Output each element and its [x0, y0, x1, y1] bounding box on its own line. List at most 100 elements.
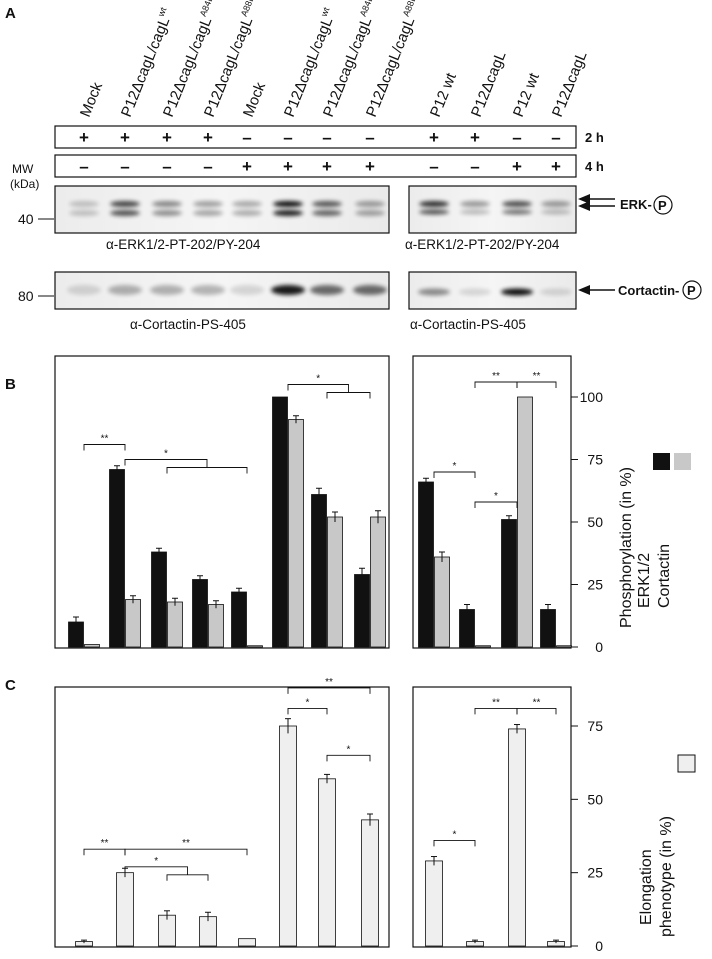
erk-arrow-label: ERK- — [620, 197, 652, 212]
bar — [116, 872, 134, 947]
significance-bracket — [516, 707, 557, 715]
condition-mark-2h: + — [162, 128, 172, 147]
erk-band-lower — [193, 210, 223, 216]
erk-antibody-right: α-ERK1/2-PT-202/PY-204 — [405, 237, 560, 252]
erk-band-lower — [460, 209, 490, 215]
condition-mark-4h: – — [470, 157, 479, 176]
significance-star: * — [306, 697, 310, 708]
significance-bracket — [474, 707, 518, 715]
bar — [167, 601, 183, 648]
y-tick-label: 75 — [587, 452, 603, 468]
cortactin-band — [353, 285, 387, 295]
significance-star: ** — [101, 838, 109, 849]
panel-c-left-frame — [54, 686, 390, 948]
panel-b-legend-cortactin: Cortactin — [656, 544, 673, 608]
bar — [556, 645, 572, 648]
lane-label: P12 wt — [427, 70, 460, 120]
panel-c-legend: Elongation phenotype (in %) — [638, 754, 696, 937]
y-tick-label: 25 — [587, 577, 603, 593]
lane-label-group: P12 wt — [510, 70, 543, 120]
erk-band-lower — [152, 210, 182, 216]
lane-label-group: P12ΔcagL — [549, 49, 591, 120]
condition-mark-4h: – — [162, 157, 171, 176]
panel-b-y-axis: 0 25 50 75 100 — [571, 389, 603, 655]
y-tick-label: 100 — [580, 389, 604, 405]
condition-mark-4h: – — [120, 157, 129, 176]
y-tick-label: 50 — [587, 514, 603, 530]
condition-mark-2h: + — [429, 128, 439, 147]
cortactin-band — [108, 285, 142, 295]
mw-cortactin: 80 — [18, 288, 34, 304]
cortactin-band — [310, 285, 344, 295]
bar — [327, 516, 343, 648]
cortactin-band — [501, 288, 533, 296]
y-tick-label: 50 — [587, 791, 603, 807]
significance-bracket — [166, 467, 248, 474]
significance-star: ** — [101, 434, 109, 445]
erk-blot-left — [54, 185, 390, 234]
bar — [151, 551, 167, 648]
cortactin-band — [67, 285, 101, 295]
significance-bracket — [433, 471, 476, 478]
erk-band-upper — [355, 201, 385, 207]
significance-star: * — [154, 856, 158, 867]
erk-band-lower — [419, 209, 449, 215]
y-tick-label: 0 — [595, 938, 603, 954]
bar — [279, 725, 297, 947]
bar — [208, 604, 224, 648]
significance-bracket — [124, 848, 248, 856]
lane-label: Mock — [240, 79, 269, 119]
lane-label-superscript: A84E/E87A — [358, 0, 385, 18]
panel-b-left-frame — [54, 355, 390, 649]
condition-mark-4h: + — [365, 157, 375, 176]
significance-star: ** — [533, 697, 541, 708]
mw-erk: 40 — [18, 211, 34, 227]
bar — [540, 609, 556, 648]
condition-mark-4h: + — [512, 157, 522, 176]
significance-bracket — [166, 874, 209, 881]
bar — [361, 819, 379, 947]
condition-mark-2h: – — [242, 128, 251, 147]
legend-swatch-elongation — [677, 754, 696, 773]
cortactin-bands — [67, 285, 572, 296]
cortactin-band — [540, 288, 572, 296]
condition-mark-4h: + — [283, 157, 293, 176]
significance-bracket — [287, 384, 349, 393]
condition-mark-2h: + — [120, 128, 130, 147]
erk-band-upper — [419, 201, 449, 207]
significance-star: ** — [325, 677, 333, 688]
significance-bracket — [124, 866, 188, 875]
erk-band-lower — [502, 209, 532, 215]
mw-title: MW — [12, 162, 34, 176]
significance-bracket — [474, 501, 518, 508]
bar — [517, 396, 533, 648]
erk-p-symbol: P — [658, 198, 667, 213]
lane-label-group: P12 wt — [427, 70, 460, 120]
condition-mark-4h: – — [203, 157, 212, 176]
panel-c-ylabel-line2: phenotype (in %) — [658, 816, 675, 937]
lane-label-group: P12ΔcagL — [468, 49, 510, 120]
lane-label-superscript: A88E/L91A — [401, 0, 427, 18]
condition-mark-4h: + — [242, 157, 252, 176]
bar — [84, 644, 100, 648]
erk-band-lower — [355, 210, 385, 216]
erk-band-lower — [69, 210, 99, 216]
lane-label-group: Mock — [77, 79, 106, 119]
condition-mark-4h: + — [322, 157, 332, 176]
cortactin-arrow-label: Cortactin- — [618, 283, 679, 298]
lane-label: P12ΔcagL — [468, 49, 510, 120]
significance-star: * — [347, 744, 351, 755]
condition-mark-4h: – — [429, 157, 438, 176]
condition-marks: + – + – + – + – – + – + – + – + + – + – – + – + — [79, 128, 561, 176]
erk-band-upper — [232, 201, 262, 207]
significance-star: ** — [533, 371, 541, 382]
bar — [459, 609, 475, 648]
panel-c-chart: ** ********** ** — [75, 677, 565, 947]
mw-unit: (kDa) — [10, 177, 39, 191]
condition-mark-2h: – — [365, 128, 374, 147]
lane-label-superscript: A88E/L91A — [239, 0, 265, 18]
y-tick-label: 0 — [595, 639, 603, 655]
significance-star: * — [316, 374, 320, 385]
erk-band-lower — [110, 210, 140, 216]
